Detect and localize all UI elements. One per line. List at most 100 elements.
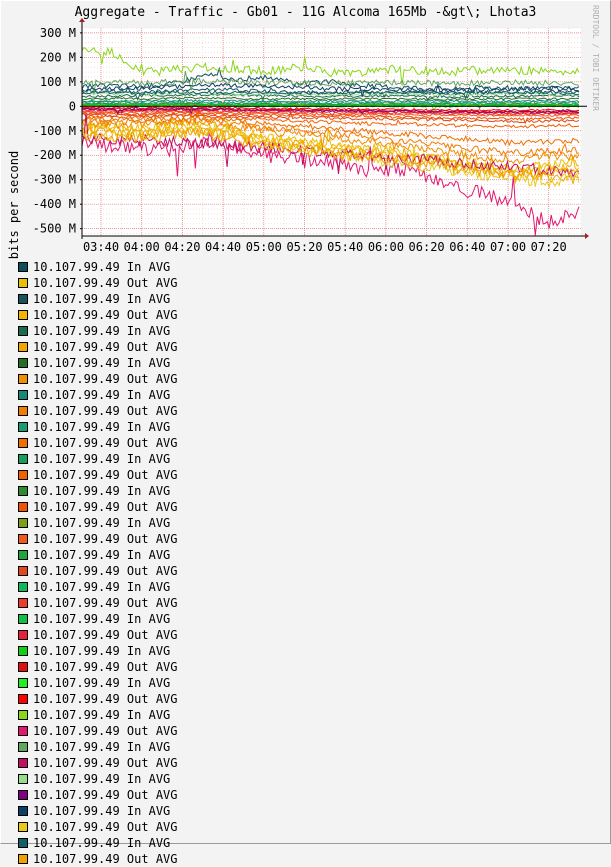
legend-item: 10.107.99.49 Out AVG [18, 819, 178, 835]
legend-label: 10.107.99.49 Out AVG [33, 628, 178, 642]
legend-item: 10.107.99.49 Out AVG [18, 755, 178, 771]
legend-item: 10.107.99.49 In AVG [18, 515, 178, 531]
legend-swatch [18, 422, 28, 432]
legend-label: 10.107.99.49 Out AVG [33, 308, 178, 322]
legend-item: 10.107.99.49 In AVG [18, 643, 178, 659]
legend-item: 10.107.99.49 Out AVG [18, 371, 178, 387]
x-tick-label: 05:20 [286, 240, 322, 254]
legend-label: 10.107.99.49 In AVG [33, 740, 171, 754]
legend-item: 10.107.99.49 In AVG [18, 707, 178, 723]
legend-label: 10.107.99.49 In AVG [33, 612, 171, 626]
legend-label: 10.107.99.49 Out AVG [33, 692, 178, 706]
legend-swatch [18, 438, 28, 448]
legend-swatch [18, 582, 28, 592]
legend-swatch [18, 358, 28, 368]
legend-swatch [18, 518, 28, 528]
legend-label: 10.107.99.49 Out AVG [33, 596, 178, 610]
legend-swatch [18, 790, 28, 800]
legend-label: 10.107.99.49 In AVG [33, 260, 171, 274]
x-tick-label: 05:00 [246, 240, 282, 254]
legend-label: 10.107.99.49 In AVG [33, 804, 171, 818]
series-line [81, 91, 580, 97]
series-line [81, 120, 580, 179]
x-tick-label: 04:20 [164, 240, 200, 254]
legend-label: 10.107.99.49 In AVG [33, 484, 171, 498]
y-tick-labels: 300 M 200 M 100 M 0 -100 M -200 M -300 M -400 M… [33, 26, 82, 236]
legend-item: 10.107.99.49 Out AVG [18, 563, 178, 579]
legend-swatch [18, 294, 28, 304]
legend-item: 10.107.99.49 In AVG [18, 419, 178, 435]
legend-swatch [18, 774, 28, 784]
legend-label: 10.107.99.49 In AVG [33, 292, 171, 306]
legend-swatch [18, 742, 28, 752]
series-line [81, 104, 580, 112]
y-tick-label: 0 [69, 99, 76, 113]
legend-item: 10.107.99.49 Out AVG [18, 275, 178, 291]
x-tick-label: 04:00 [124, 240, 160, 254]
series-line [81, 110, 580, 124]
legend-swatch [18, 470, 28, 480]
x-tick-label: 07:20 [531, 240, 567, 254]
legend-swatch [18, 262, 28, 272]
legend-label: 10.107.99.49 Out AVG [33, 404, 178, 418]
legend-swatch [18, 630, 28, 640]
legend-item: 10.107.99.49 Out AVG [18, 691, 178, 707]
legend-label: 10.107.99.49 Out AVG [33, 788, 178, 802]
series-line [81, 46, 580, 86]
series-line [81, 113, 580, 178]
series-line [81, 85, 580, 96]
y-axis-arrow [79, 18, 85, 22]
legend-label: 10.107.99.49 In AVG [33, 356, 171, 370]
series-line [81, 112, 580, 129]
x-tick-label: 06:40 [449, 240, 485, 254]
series-line [81, 82, 580, 97]
series-line [81, 98, 580, 106]
legend-swatch [18, 822, 28, 832]
x-tick-label: 07:00 [490, 240, 526, 254]
legend-swatch [18, 854, 28, 864]
legend-label: 10.107.99.49 In AVG [33, 452, 171, 466]
legend-swatch [18, 646, 28, 656]
legend-swatch [18, 534, 28, 544]
legend-item: 10.107.99.49 In AVG [18, 835, 178, 851]
legend-item: 10.107.99.49 In AVG [18, 771, 178, 787]
legend-label: 10.107.99.49 Out AVG [33, 372, 178, 386]
legend-item: 10.107.99.49 In AVG [18, 451, 178, 467]
legend-item: 10.107.99.49 Out AVG [18, 659, 178, 675]
legend-swatch [18, 598, 28, 608]
y-tick-label: 300 M [40, 26, 76, 40]
legend-item: 10.107.99.49 In AVG [18, 739, 178, 755]
legend-item: 10.107.99.49 In AVG [18, 611, 178, 627]
legend-label: 10.107.99.49 In AVG [33, 772, 171, 786]
legend-item: 10.107.99.49 Out AVG [18, 627, 178, 643]
legend-item: 10.107.99.49 In AVG [18, 355, 178, 371]
legend-swatch [18, 694, 28, 704]
legend-item: 10.107.99.49 In AVG [18, 547, 178, 563]
legend-item: 10.107.99.49 Out AVG [18, 499, 178, 515]
legend-swatch [18, 838, 28, 848]
legend-label: 10.107.99.49 In AVG [33, 388, 171, 402]
legend-item: 10.107.99.49 Out AVG [18, 723, 178, 739]
y-tick-label: -300 M [33, 173, 76, 187]
legend-item: 10.107.99.49 In AVG [18, 579, 178, 595]
legend-swatch [18, 310, 28, 320]
x-tick-labels: 03:40 04:00 04:20 04:40 05:00 05:20 05:40 06:00… [83, 240, 567, 254]
legend-label: 10.107.99.49 In AVG [33, 580, 171, 594]
legend-swatch [18, 278, 28, 288]
legend-item: 10.107.99.49 In AVG [18, 291, 178, 307]
legend-swatch [18, 374, 28, 384]
legend-label: 10.107.99.49 In AVG [33, 708, 171, 722]
legend-item: 10.107.99.49 In AVG [18, 675, 178, 691]
legend-label: 10.107.99.49 Out AVG [33, 660, 178, 674]
legend-swatch [18, 342, 28, 352]
legend-label: 10.107.99.49 In AVG [33, 676, 171, 690]
series-line [81, 98, 580, 106]
y-tick-label: -200 M [33, 148, 76, 162]
legend-item: 10.107.99.49 In AVG [18, 323, 178, 339]
series-line [81, 105, 580, 115]
legend-item: 10.107.99.49 In AVG [18, 259, 178, 275]
legend-label: 10.107.99.49 Out AVG [33, 468, 178, 482]
legend-item: 10.107.99.49 Out AVG [18, 307, 178, 323]
legend-label: 10.107.99.49 In AVG [33, 644, 171, 658]
y-tick-label: 200 M [40, 50, 76, 64]
